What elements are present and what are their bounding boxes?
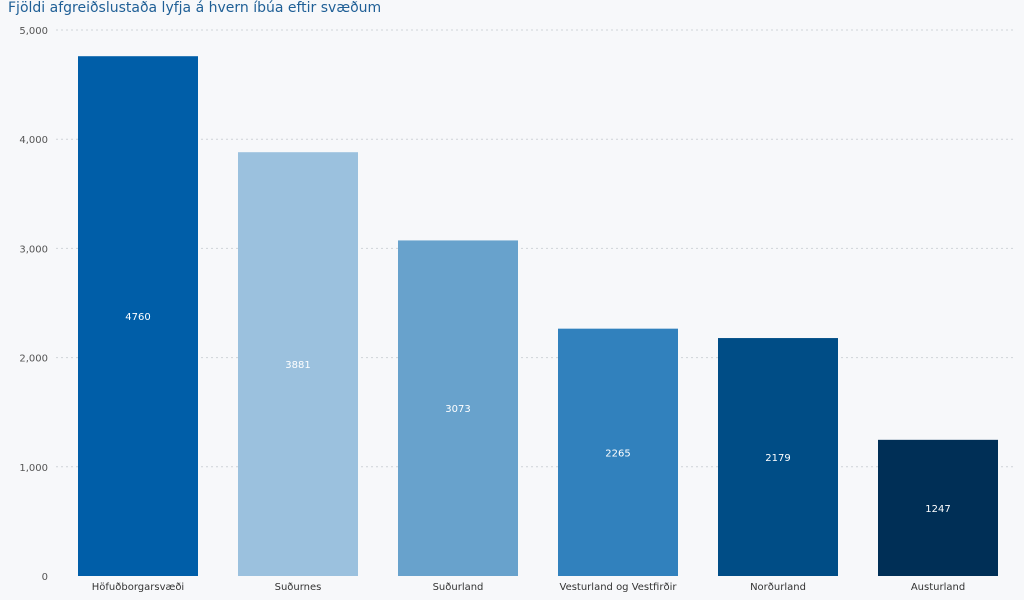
bar <box>878 439 998 576</box>
bar <box>558 328 678 576</box>
y-tick-label: 2,000 <box>19 354 48 365</box>
x-tick-label: Suðurland <box>433 582 484 593</box>
data-label: 1247 <box>925 504 950 515</box>
data-label: 4760 <box>125 312 150 323</box>
bar <box>398 240 518 576</box>
data-label: 2179 <box>765 453 790 464</box>
x-tick-label: Suðurnes <box>275 582 322 593</box>
data-label: 3073 <box>445 404 470 415</box>
data-label: 2265 <box>605 448 630 459</box>
bar <box>718 338 838 576</box>
bar <box>78 56 198 576</box>
y-tick-label: 3,000 <box>19 244 48 255</box>
bar <box>238 152 358 576</box>
y-tick-label: 5,000 <box>19 26 48 37</box>
x-tick-label: Norðurland <box>750 582 806 593</box>
chart-title: Fjöldi afgreiðslustaða lyfja á hvern íbú… <box>8 0 382 16</box>
x-tick-label: Austurland <box>911 582 965 593</box>
x-tick-label: Höfuðborgarsvæði <box>92 582 184 593</box>
y-tick-label: 0 <box>42 572 48 583</box>
y-tick-label: 1,000 <box>19 463 48 474</box>
y-tick-label: 4,000 <box>19 135 48 146</box>
data-label: 3881 <box>285 360 310 371</box>
x-tick-label: Vesturland og Vestfirðir <box>560 582 678 593</box>
